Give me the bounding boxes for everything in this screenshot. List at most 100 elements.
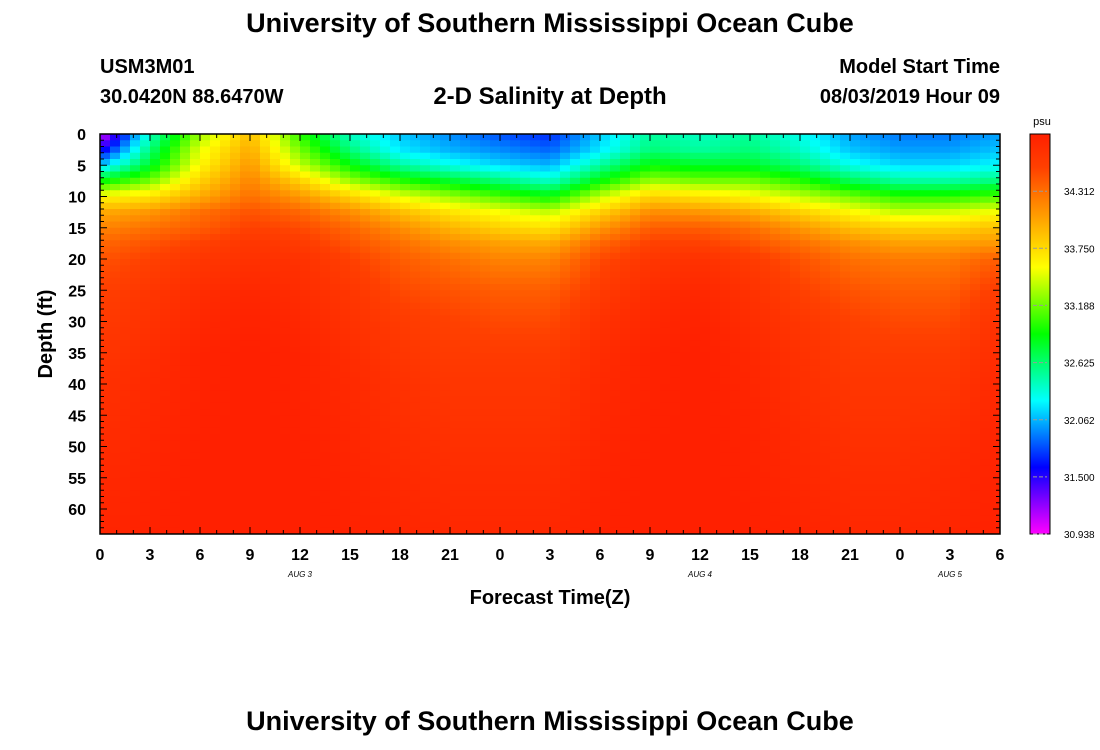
heatmap-cell [470,434,481,441]
heatmap-cell [230,440,241,448]
heatmap-cell [130,471,141,479]
heatmap-cell [800,415,811,423]
heatmap-cell [760,384,771,391]
heatmap-cell [490,440,501,448]
heatmap-cell [150,246,161,254]
heatmap-cell [280,252,291,260]
heatmap-cell [920,171,931,179]
heatmap-cell [590,277,601,285]
heatmap-cell [470,440,481,448]
heatmap-cell [830,177,841,185]
heatmap-cell [350,290,361,298]
heatmap-cell [410,246,421,254]
heatmap-cell [100,302,111,310]
heatmap-cell [450,334,461,341]
heatmap-cell [870,327,881,335]
heatmap-cell [100,390,111,398]
heatmap-cell [210,165,221,173]
heatmap-cell [570,402,581,410]
heatmap-cell [110,371,121,379]
heatmap-cell [270,459,281,466]
heatmap-cell [470,465,481,473]
heatmap-cell [330,384,341,391]
heatmap-cell [890,340,901,348]
heatmap-cell [430,396,441,404]
heatmap-cell [860,390,871,398]
heatmap-cell [770,265,781,273]
heatmap-cell [980,240,991,248]
heatmap-cell [910,327,921,335]
heatmap-cell [590,271,601,279]
heatmap-cell [160,234,171,241]
heatmap-cell [480,184,491,191]
heatmap-cell [170,315,181,323]
heatmap-cell [320,146,331,154]
heatmap-cell [580,409,591,416]
heatmap-cell [950,359,961,366]
heatmap-cell [230,290,241,298]
heatmap-cell [730,196,741,204]
heatmap-cell [330,221,341,229]
heatmap-cell [650,421,661,429]
heatmap-cell [480,177,491,185]
heatmap-cell [880,409,891,416]
heatmap-cell [560,134,571,141]
heatmap-cell [710,227,721,235]
heatmap-cell [750,402,761,410]
heatmap-cell [480,284,491,291]
heatmap-cell [180,346,191,354]
heatmap-cell [260,321,271,329]
heatmap-cell [700,259,711,266]
heatmap-cell [590,215,601,223]
heatmap-cell [320,271,331,279]
heatmap-cell [350,352,361,360]
heatmap-cell [990,359,1000,366]
heatmap-cell [870,215,881,223]
heatmap-cell [640,384,651,391]
heatmap-cell [930,290,941,298]
heatmap-cell [380,196,391,204]
heatmap-cell [680,390,691,398]
heatmap-cell [200,165,211,173]
heatmap-cell [180,315,191,323]
heatmap-cell [820,402,831,410]
heatmap-cell [240,277,251,285]
heatmap-cell [340,196,351,204]
heatmap-cell [920,409,931,416]
heatmap-cell [120,409,131,416]
heatmap-cell [970,277,981,285]
heatmap-cell [980,384,991,391]
heatmap-cell [350,152,361,160]
heatmap-cell [300,234,311,241]
heatmap-cell [920,471,931,479]
heatmap-cell [260,296,271,304]
heatmap-cell [640,371,651,379]
heatmap-cell [350,477,361,485]
heatmap-cell [400,196,411,204]
heatmap-cell [900,227,911,235]
heatmap-cell [830,446,841,454]
heatmap-cell [610,421,621,429]
heatmap-cell [410,340,421,348]
heatmap-cell [100,284,111,291]
heatmap-cell [230,171,241,179]
heatmap-cell [750,209,761,216]
heatmap-cell [730,346,741,354]
heatmap-cell [710,452,721,460]
heatmap-cell [210,346,221,354]
heatmap-cell [950,371,961,379]
heatmap-cell [670,377,681,385]
heatmap-cell [820,459,831,466]
heatmap-cell [970,159,981,166]
heatmap-cell [840,396,851,404]
heatmap-cell [430,365,441,373]
heatmap-cell [820,259,831,266]
heatmap-cell [420,365,431,373]
heatmap-cell [720,290,731,298]
heatmap-cell [490,146,501,154]
heatmap-cell [400,427,411,435]
heatmap-cell [490,134,501,141]
heatmap-cell [670,302,681,310]
heatmap-cell [250,177,261,185]
heatmap-cell [280,159,291,166]
